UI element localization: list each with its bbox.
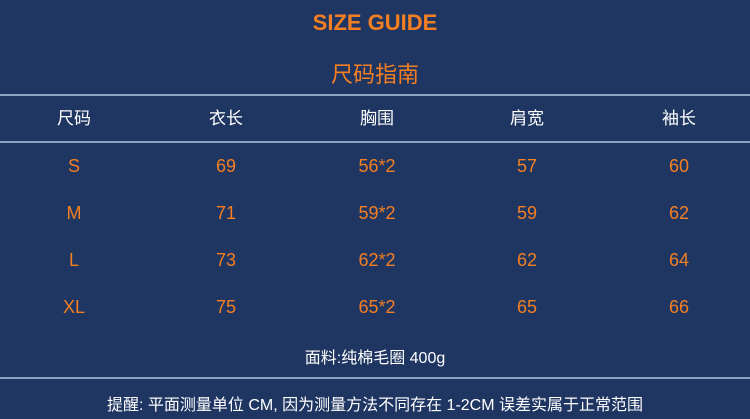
table-cell: L bbox=[68, 250, 79, 270]
table-cell: XL bbox=[62, 297, 86, 317]
table-cell: 69 bbox=[215, 156, 237, 176]
table-cell: 65*2 bbox=[358, 297, 396, 317]
table-cell: 62 bbox=[516, 250, 538, 270]
table-cell: 60 bbox=[668, 156, 690, 176]
header-shoulder: 肩宽 bbox=[510, 109, 544, 128]
material-text: 面料:纯棉毛圈 400g bbox=[304, 350, 446, 367]
table-row: XL 75 65*2 65 66 bbox=[0, 292, 750, 322]
table-cell: 75 bbox=[215, 297, 237, 317]
header-chest: 胸围 bbox=[360, 109, 394, 128]
table-cell: 62*2 bbox=[358, 250, 396, 270]
table-cell: 62 bbox=[668, 203, 690, 223]
table-cell: 59 bbox=[516, 203, 538, 223]
title-chinese: 尺码指南 bbox=[330, 62, 419, 87]
table-row: M 71 59*2 59 62 bbox=[0, 198, 750, 228]
table-cell: 73 bbox=[215, 250, 237, 270]
table-cell: 59*2 bbox=[358, 203, 396, 223]
table-cell: 57 bbox=[516, 156, 538, 176]
table-row: L 73 62*2 62 64 bbox=[0, 245, 750, 275]
header-sleeve: 袖长 bbox=[662, 109, 696, 128]
divider bbox=[0, 141, 750, 143]
divider bbox=[0, 377, 750, 379]
title-english: SIZE GUIDE bbox=[312, 10, 438, 35]
divider bbox=[0, 94, 750, 96]
measurement-note: 提醒: 平面测量单位 CM, 因为测量方法不同存在 1-2CM 误差实属于正常范… bbox=[106, 397, 643, 414]
table-row: S 69 56*2 57 60 bbox=[0, 151, 750, 181]
table-cell: 56*2 bbox=[358, 156, 396, 176]
table-cell: S bbox=[67, 156, 80, 176]
table-header: 尺码 衣长 胸围 肩宽 袖长 bbox=[0, 104, 750, 134]
header-length: 衣长 bbox=[209, 109, 243, 128]
table-cell: 64 bbox=[668, 250, 690, 270]
table-cell: 71 bbox=[215, 203, 237, 223]
table-cell: 65 bbox=[516, 297, 538, 317]
header-size: 尺码 bbox=[57, 109, 91, 128]
table-cell: M bbox=[66, 203, 82, 223]
table-cell: 66 bbox=[668, 297, 690, 317]
